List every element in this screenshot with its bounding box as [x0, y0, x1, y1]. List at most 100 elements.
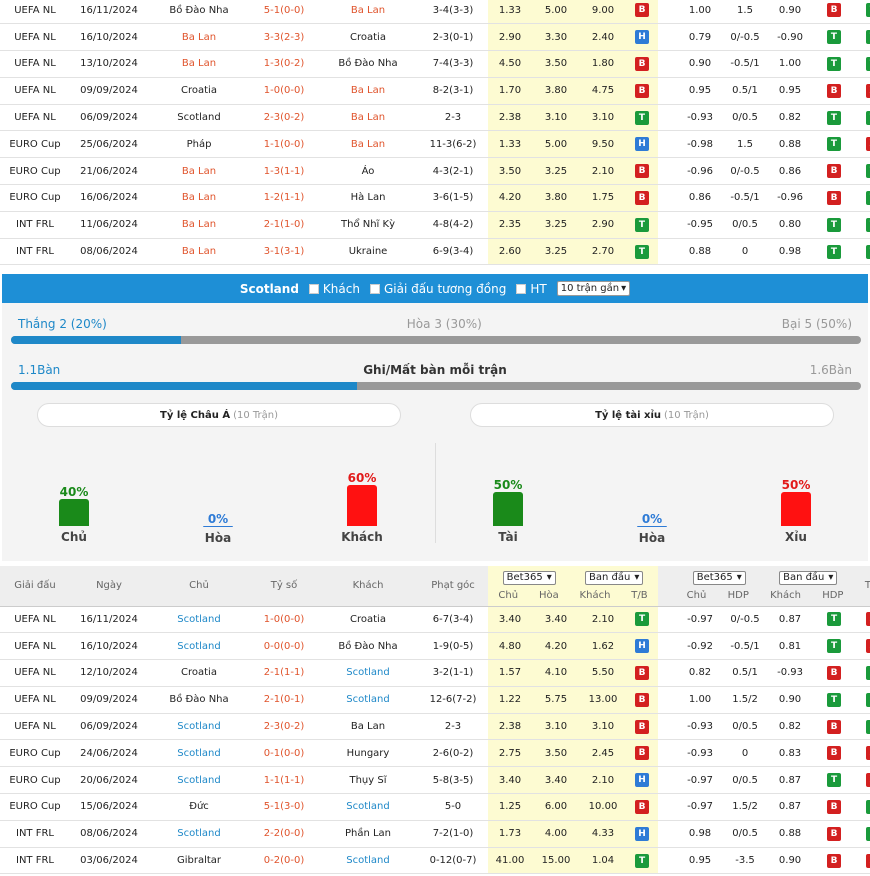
table-row[interactable]: EURO Cup 15/06/2024 Đức 5-1(3-0) Scotland 5-0…	[0, 793, 870, 821]
home-team-cell[interactable]: Scotland	[148, 632, 250, 661]
away-team-cell[interactable]: Hà Lan	[318, 184, 418, 212]
away-team-cell[interactable]: Bồ Đào Nha	[318, 632, 418, 661]
odds-home-cell: 4.20	[488, 184, 532, 212]
table-row[interactable]: INT FRL 08/06/2024 Scotland 2-2(0-0) Phần La…	[0, 820, 870, 848]
spacer-cell	[658, 157, 676, 186]
away-team-cell[interactable]: Bồ Đào Nha	[318, 50, 418, 78]
home-team-cell[interactable]: Ba Lan	[148, 23, 250, 52]
home-team-cell[interactable]: Ba Lan	[148, 211, 250, 239]
odds-draw-cell: 6.00	[532, 793, 580, 821]
asian-count: (10 Trận)	[233, 409, 278, 421]
home-team-cell[interactable]: Ba Lan	[148, 238, 250, 266]
odds-away-cell: 2.10	[580, 766, 626, 795]
table-row[interactable]: INT FRL 03/06/2024 Gibraltar 0-2(0-0) Scotla…	[0, 847, 870, 875]
table-row[interactable]: EURO Cup 20/06/2024 Scotland 1-1(1-1) Thụy S…	[0, 766, 870, 795]
odds-away-cell: 2.40	[580, 23, 626, 52]
home-team-cell[interactable]: Scotland	[148, 739, 250, 768]
table-row[interactable]: UEFA NL 16/10/2024 Ba Lan 3-3(2-3) Croatia 2-…	[0, 23, 870, 52]
asian-handicap-tab[interactable]: Tỷ lệ Châu Á (10 Trận)	[37, 403, 401, 427]
home-team-cell[interactable]: Gibraltar	[148, 847, 250, 875]
odds-type-select-hdp[interactable]: Ban đầu ▾	[779, 570, 838, 585]
away-team-cell[interactable]: Scotland	[318, 793, 418, 821]
result-cell: H	[626, 130, 658, 159]
odds-home-cell: 3.50	[488, 157, 532, 186]
home-team-cell[interactable]: Bồ Đào Nha	[148, 0, 250, 25]
away-team-cell[interactable]: Croatia	[318, 23, 418, 52]
asian-away-col: 60% Khách	[332, 471, 392, 544]
table-row[interactable]: UEFA NL 06/09/2024 Scotland 2-3(0-2) Ba Lan 2…	[0, 713, 870, 741]
home-team-cell[interactable]: Bồ Đào Nha	[148, 686, 250, 714]
away-team-cell[interactable]: Phần Lan	[318, 820, 418, 848]
odds-away-cell: 4.75	[580, 77, 626, 105]
table-row[interactable]: UEFA NL 16/11/2024 Scotland 1-0(0-0) Croatia…	[0, 606, 870, 634]
odds-type-select-1x2[interactable]: Ban đầu ▾	[585, 570, 644, 585]
away-team-cell[interactable]: Hungary	[318, 739, 418, 768]
over-under-result-badge: T	[866, 665, 870, 680]
away-team-cell[interactable]: Scotland	[318, 686, 418, 714]
hdp-away-cell: 0.83	[766, 739, 815, 768]
bookmaker-select-1x2[interactable]: Bet365 ▾	[502, 570, 556, 585]
ou-count: (10 Trận)	[664, 409, 709, 421]
home-team-cell[interactable]: Ba Lan	[148, 184, 250, 212]
over-under-tab[interactable]: Tỷ lệ tài xỉu (10 Trận)	[470, 403, 834, 427]
table-row[interactable]: EURO Cup 25/06/2024 Pháp 1-1(0-0) Ba Lan 11-3…	[0, 130, 870, 159]
away-team-cell[interactable]: Ba Lan	[318, 130, 418, 159]
match-count-value: 10 trận gần	[560, 283, 620, 294]
home-team-cell[interactable]: Croatia	[148, 659, 250, 687]
home-team-cell[interactable]: Scotland	[148, 104, 250, 132]
home-team-cell[interactable]: Scotland	[148, 606, 250, 634]
match-count-select[interactable]: 10 trận gần ▾	[556, 281, 631, 296]
checkbox-icon[interactable]	[369, 283, 380, 294]
table-row[interactable]: EURO Cup 16/06/2024 Ba Lan 1-2(1-1) Hà Lan 3-…	[0, 184, 870, 212]
home-team-cell[interactable]: Scotland	[148, 766, 250, 795]
away-team-cell[interactable]: Ba Lan	[318, 77, 418, 105]
result-cell: T	[626, 606, 659, 634]
home-team-cell[interactable]: Scotland	[148, 820, 250, 848]
league-cell: INT FRL	[0, 238, 70, 266]
table-row[interactable]: UEFA NL 16/10/2024 Scotland 0-0(0-0) Bồ Đào …	[0, 632, 870, 661]
spacer-cell	[658, 50, 676, 78]
table-row[interactable]: UEFA NL 09/09/2024 Bồ Đào Nha 2-1(0-1) Scotl…	[0, 686, 870, 714]
home-team-cell[interactable]: Scotland	[148, 713, 250, 741]
away-team-cell[interactable]: Croatia	[318, 606, 418, 634]
checkbox-icon[interactable]	[516, 283, 527, 294]
table-row[interactable]: UEFA NL 16/11/2024 Bồ Đào Nha 5-1(0-0) Ba La…	[0, 0, 870, 25]
away-team-cell[interactable]: Áo	[318, 157, 418, 186]
away-team-cell[interactable]: Ba Lan	[318, 713, 418, 741]
table-row[interactable]: UEFA NL 09/09/2024 Croatia 1-0(0-0) Ba Lan 8-…	[0, 77, 870, 105]
ou-over-bar	[493, 492, 523, 526]
spacer-cell	[658, 130, 676, 159]
odds-type-hdp-value: Ban đầu	[783, 571, 825, 583]
table-row[interactable]: EURO Cup 21/06/2024 Ba Lan 1-3(1-1) Áo 4-3(2-…	[0, 157, 870, 186]
table-row[interactable]: EURO Cup 24/06/2024 Scotland 0-1(0-0) Hungar…	[0, 739, 870, 768]
away-team-cell[interactable]: Ba Lan	[318, 104, 418, 132]
table-row[interactable]: UEFA NL 12/10/2024 Croatia 2-1(1-1) Scotland…	[0, 659, 870, 687]
home-team-cell[interactable]: Ba Lan	[148, 50, 250, 78]
home-team-cell[interactable]: Croatia	[148, 77, 250, 105]
corner-cell: 2-3	[418, 713, 488, 741]
checkbox-icon[interactable]	[308, 283, 319, 294]
ou-over-col: 50% Tài	[478, 478, 538, 544]
odds-draw-cell: 3.50	[532, 739, 580, 768]
result-badge: B	[635, 164, 649, 179]
filter-same-label: Giải đấu tương đồng	[383, 281, 507, 296]
ou-under-col: 50% Xỉu	[766, 478, 826, 544]
date-cell: 08/06/2024	[70, 238, 148, 266]
away-team-cell[interactable]: Scotland	[318, 659, 418, 687]
filter-away-checkbox[interactable]: Khách	[308, 282, 360, 296]
filter-same-league-checkbox[interactable]: Giải đấu tương đồng	[369, 281, 507, 296]
table-row[interactable]: UEFA NL 06/09/2024 Scotland 2-3(0-2) Ba Lan 2…	[0, 104, 870, 132]
away-team-cell[interactable]: Scotland	[318, 847, 418, 875]
away-team-cell[interactable]: Ba Lan	[318, 0, 418, 25]
filter-ht-checkbox[interactable]: HT	[516, 282, 547, 296]
away-team-cell[interactable]: Ukraine	[318, 238, 418, 266]
home-team-cell[interactable]: Pháp	[148, 130, 250, 159]
home-team-cell[interactable]: Ba Lan	[148, 157, 250, 186]
table-row[interactable]: INT FRL 11/06/2024 Ba Lan 2-1(1-0) Thổ Nhĩ K…	[0, 211, 870, 239]
home-team-cell[interactable]: Đức	[148, 793, 250, 821]
table-row[interactable]: INT FRL 08/06/2024 Ba Lan 3-1(3-1) Ukraine 6-…	[0, 238, 870, 266]
away-team-cell[interactable]: Thổ Nhĩ Kỳ	[318, 211, 418, 239]
table-row[interactable]: UEFA NL 13/10/2024 Ba Lan 1-3(0-2) Bồ Đào Nh…	[0, 50, 870, 78]
bookmaker-select-hdp[interactable]: Bet365 ▾	[692, 570, 746, 585]
away-team-cell[interactable]: Thụy Sĩ	[318, 766, 418, 795]
